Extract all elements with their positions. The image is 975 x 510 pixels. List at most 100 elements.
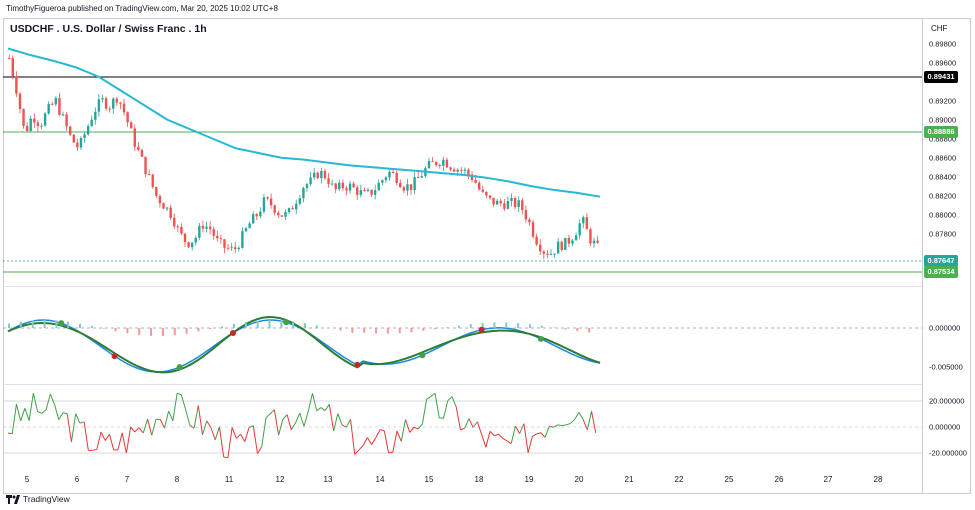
price-tick: 0.87800 [929,229,957,239]
osc2-segment [210,427,216,441]
time-label: 26 [774,475,784,484]
price-tick: 0.88600 [929,153,957,163]
candle-body [399,182,402,188]
osc2-segment [464,418,470,429]
osc2-segment [489,430,495,437]
candle-body [366,189,370,192]
candle-body [542,251,545,254]
candle-body [97,99,101,112]
osc2-segment [58,412,64,420]
osc2-segment [591,411,597,433]
osc2-segment [426,396,432,400]
candle-body [370,189,373,195]
candle-body [251,214,255,224]
osc1-histogram-bar [375,328,378,334]
osc2-segment [32,393,39,412]
osc2-segment [586,411,593,430]
candle-body [173,217,176,227]
candle-body [463,169,467,171]
osc2-segment [494,433,499,437]
candle-body [495,200,499,205]
osc1-histogram-bar [446,327,449,328]
pane-divider-2[interactable] [3,384,922,385]
chart-frame[interactable] [3,18,971,494]
osc1-cross-dot [176,364,183,371]
chart-title[interactable]: USDCHF . U.S. Dollar / Swiss Franc . 1h [10,23,207,35]
osc2-segment [350,419,356,455]
candle-body [212,229,215,236]
osc1-histogram-bar [422,328,425,331]
candle-body [420,176,424,178]
osc2-segment [41,409,47,414]
time-label: 14 [375,475,385,484]
osc2-segment [481,434,487,448]
osc2-segment [392,430,398,453]
osc2-segment [358,445,364,451]
time-label: 15 [424,475,434,484]
candle-series [8,54,599,260]
osc2-segment [269,409,275,415]
candle-body [255,214,258,217]
candle-body [341,182,345,189]
osc1-histogram-bar [588,328,591,333]
osc2-segment [544,426,550,438]
candle-body [140,149,144,157]
candle-body [162,203,165,209]
osc1-histogram-bar [339,328,342,331]
osc1-histogram-bar [410,328,413,333]
candle-body [309,177,312,185]
osc2-segment [278,419,284,436]
candle-body [273,205,276,213]
footer-brand[interactable]: TradingView [6,494,70,504]
pane-divider-1[interactable] [3,286,922,287]
candle-body [280,215,284,217]
candle-body [183,233,187,243]
osc2-segment [375,429,381,438]
osc2-segment [49,393,55,405]
candle-body [320,170,323,179]
candle-body [434,161,438,165]
candle-body [144,156,147,175]
candle-body [287,208,291,212]
candle-body [198,225,201,238]
candle-body [481,189,484,192]
osc2-segment [578,412,584,420]
candle-body [79,137,83,148]
candle-body [208,226,212,230]
osc2-segment [138,427,144,434]
horizontal-levels [3,76,922,273]
candle-body [503,203,506,209]
candle-body [298,198,302,204]
osc2-segment [536,432,541,435]
osc2-segment [345,419,351,428]
candle-body [452,169,456,172]
osc2-segment [28,393,34,421]
osc2-segment [295,412,301,423]
candle-body [574,235,578,241]
price-tick: 0.89200 [929,96,957,106]
time-label: 7 [124,475,130,484]
osc2-segment [379,429,385,432]
osc2-segment [121,432,127,454]
osc2-segment [197,405,204,435]
osc1-histogram-bar [8,323,10,328]
candle-body [348,183,352,191]
candle-body [592,240,596,244]
osc1-histogram-bar [386,328,389,334]
candle-body [68,126,72,135]
osc2-segment [147,418,153,436]
osc2-segment [257,446,263,454]
candle-body [302,188,305,199]
oscillator-tick: -0.005000 [929,362,963,372]
osc2-segment [354,449,360,455]
candle-body [108,108,111,110]
osc2-segment [383,430,390,454]
candle-body [33,118,36,123]
candle-body [485,191,488,196]
osc2-segment [523,423,529,453]
candle-body [535,236,538,245]
candle-body [187,242,190,248]
osc1-histogram-bar [90,325,93,328]
osc1-histogram-bar [292,321,295,328]
